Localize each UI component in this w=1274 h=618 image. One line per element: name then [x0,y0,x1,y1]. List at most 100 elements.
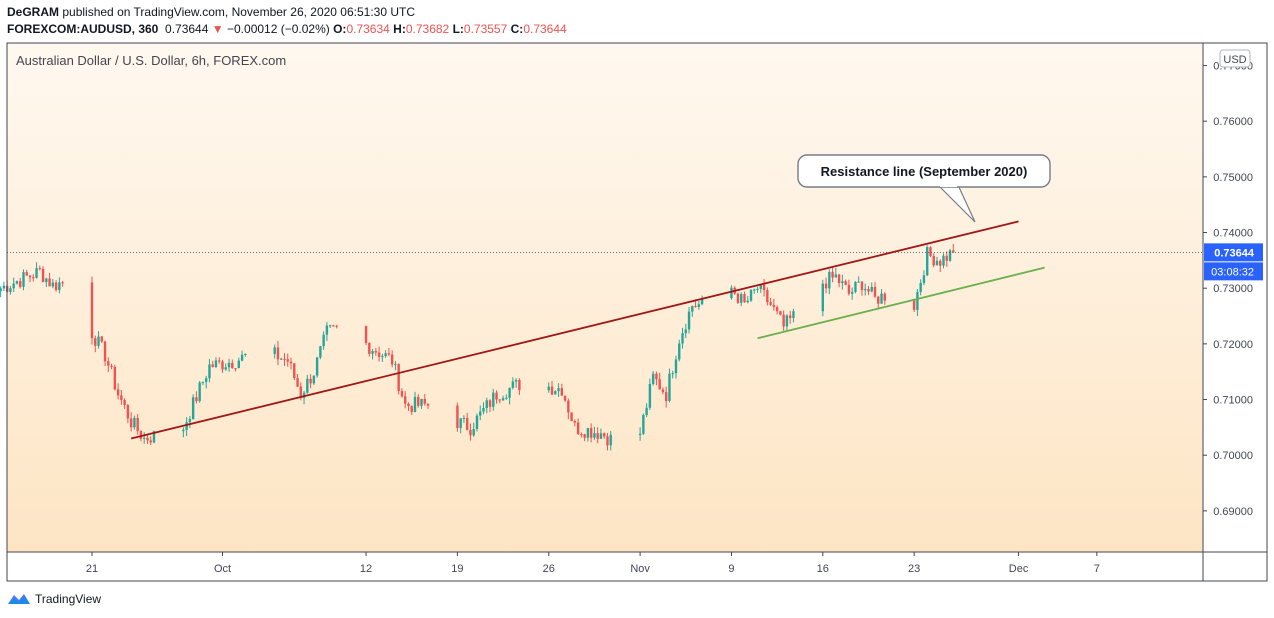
candle-body [185,422,188,430]
candle-body [583,434,586,438]
candle-body [651,373,655,384]
candle-body [782,314,785,327]
candle-body [100,336,103,342]
candle-body [501,398,505,401]
candle-body [214,360,218,368]
candle-body [792,311,795,318]
candle-body [143,437,146,439]
chart-frame [6,42,1268,582]
candle-body [469,429,472,436]
candle-body [25,272,28,276]
candle-body [518,379,521,391]
footer-brand: TradingView [35,592,102,606]
candle-body [880,293,883,304]
candle-body [299,386,302,398]
candle-body [224,367,227,370]
candle-body [240,354,244,361]
candle-body [423,398,426,404]
candle-body [762,284,766,291]
candle-body [593,433,596,438]
annotation-joint [940,183,957,187]
author-name[interactable]: DeGRAM [7,5,60,19]
candle-body [736,293,740,303]
candle-body [201,381,205,383]
candle-body [691,305,694,312]
candle-body [567,400,570,413]
candle-body [397,364,400,392]
candle-body [912,300,916,310]
candle-body [218,360,221,362]
candle-body [844,281,847,285]
candle-body [51,282,55,287]
candle-body [15,281,19,284]
candle-body [394,364,397,366]
change-value: −0.00012 (−0.02%) [227,22,330,36]
candle-body [678,343,681,360]
candle-body [746,300,749,303]
candle-body [821,283,824,312]
candle-body [508,387,511,398]
x-tick-label: 16 [817,563,829,575]
candle-body [785,315,789,327]
candle-body [390,354,394,365]
candle-body [586,428,590,438]
support-line[interactable] [757,266,1045,340]
candle-body [916,291,919,310]
candle-body [681,333,684,344]
candle-body [35,268,38,278]
candle-body [864,288,867,291]
candle-body [332,325,335,327]
candle-body [195,397,198,402]
candle-body [570,412,573,422]
candle-body [38,268,41,270]
candle-body [413,396,417,412]
plot-background [7,43,1203,552]
annotation-box[interactable] [797,154,1051,188]
candle-body [769,302,772,305]
candle-body [123,400,126,406]
x-tick-label: 26 [543,563,555,575]
candle-body [684,329,687,334]
x-tick-label: 23 [908,563,920,575]
candle-body [929,247,932,256]
candle-body [824,283,828,289]
candle-body [9,288,12,292]
candle-body [113,366,117,390]
candle-body [381,356,384,358]
candle-body [335,325,338,327]
candle-body [514,379,518,382]
candle-body [589,428,593,438]
tradingview-footer[interactable]: TradingView [7,592,101,606]
candle-body [479,411,482,416]
candle-body [935,260,939,266]
candle-body [312,375,316,384]
candle-body [495,392,498,400]
candle-body [554,391,557,395]
candle-body [550,386,554,395]
candle-body [107,361,110,366]
candle-body [387,353,391,355]
candle-body [697,304,701,307]
candle-body [0,288,2,292]
candle-body [94,338,97,346]
candle-body [482,407,485,412]
currency-badge[interactable] [1219,49,1251,68]
candle-body [867,288,870,292]
price-chart[interactable]: 0.69000 0.70000 0.71000 0.72000 0.73000 0.740… [0,0,1274,590]
open-label: O: [333,22,347,36]
resistance-line[interactable] [130,220,1019,440]
candle-body [834,274,838,278]
y-tick-label: 0.71000 [1213,395,1253,407]
published-text: published on TradingView.com, November 2… [62,5,416,19]
candle-body [942,255,945,266]
candle-body [488,400,492,407]
candle-body [328,325,332,327]
countdown-tag [1204,262,1263,281]
candle-body [315,357,319,376]
candle-body [116,389,120,396]
candle-body [655,373,658,380]
candle-body [661,389,665,393]
candle-body [922,275,926,283]
candle-body [854,281,857,292]
symbol-label: FOREXCOM:AUDUSD, 360 [7,22,159,36]
